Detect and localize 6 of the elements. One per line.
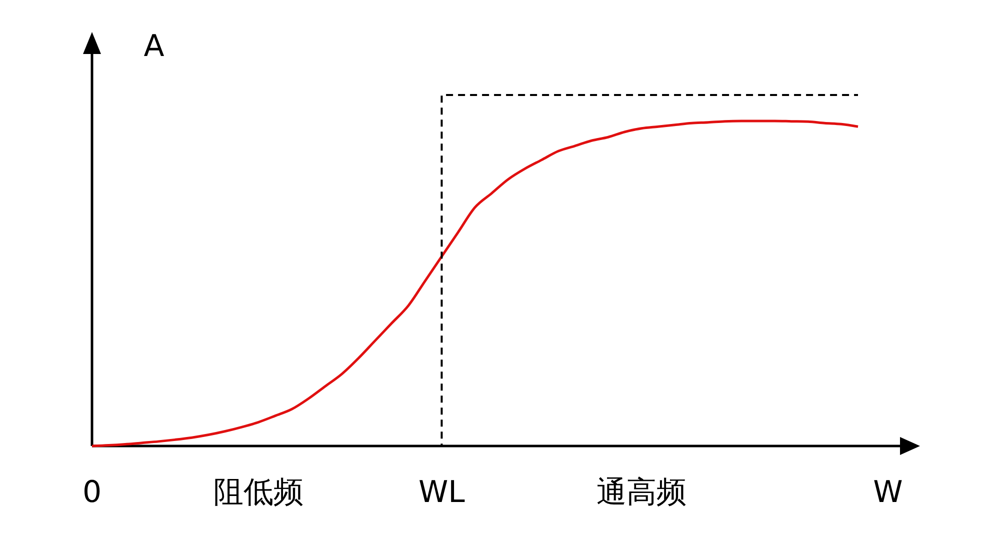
x-tick-label: WL [418,475,466,510]
x-axis-title: W [873,475,903,510]
y-axis-title: A [144,29,165,64]
x-tick-label: 通高频 [596,475,687,510]
x-tick-label: 0 [82,475,102,510]
x-tick-label: 阻低频 [214,475,304,510]
